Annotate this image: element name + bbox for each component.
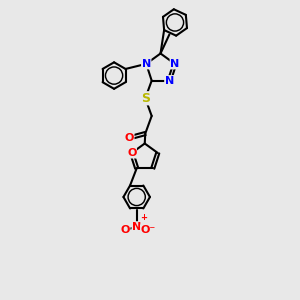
Text: N: N (165, 76, 174, 86)
Text: O: O (121, 225, 130, 235)
Text: N: N (170, 59, 179, 69)
Text: +: + (140, 214, 147, 223)
Text: O: O (127, 148, 136, 158)
Text: N: N (142, 59, 151, 69)
Text: N: N (132, 222, 141, 232)
Text: S: S (141, 92, 150, 105)
Text: O: O (124, 133, 134, 143)
Text: O⁻: O⁻ (141, 225, 156, 235)
